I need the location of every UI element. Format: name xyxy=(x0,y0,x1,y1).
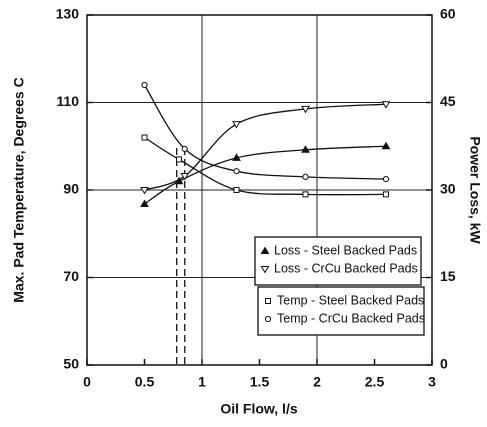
legend-marker xyxy=(260,266,270,274)
marker xyxy=(382,175,390,183)
marker xyxy=(383,191,389,198)
legend-marker xyxy=(265,298,271,304)
x-tick-label: 3 xyxy=(428,374,436,390)
y2-tick-label: 30 xyxy=(440,181,456,197)
y-tick-label: 50 xyxy=(63,356,79,372)
x-tick-label: 0.5 xyxy=(135,374,155,390)
marker xyxy=(181,145,188,152)
x-axis-label: Oil Flow, l/s xyxy=(220,401,297,417)
x-tick-label: 1 xyxy=(198,374,206,390)
y2-axis-label: Power Loss, kW xyxy=(467,136,483,244)
x-tick-label: 2 xyxy=(313,374,321,390)
marker xyxy=(302,173,309,180)
y-tick-label: 110 xyxy=(56,93,79,109)
legend-box xyxy=(257,286,425,336)
y2-tick-label: 0 xyxy=(440,356,448,372)
marker xyxy=(381,141,391,150)
legend: Temp - Steel Backed Pads Temp - CrCu Back… xyxy=(257,286,425,336)
marker xyxy=(381,101,391,109)
series-line xyxy=(144,136,387,196)
marker xyxy=(140,187,149,195)
marker xyxy=(176,156,182,163)
legend-marker xyxy=(264,315,272,323)
x-tick-label: 0 xyxy=(83,374,91,390)
legend-label: Loss - Steel Backed Pads xyxy=(274,243,417,257)
plot-frame xyxy=(86,14,433,366)
legend-label: Loss - CrCu Backed Pads xyxy=(274,261,418,275)
marker xyxy=(140,199,149,207)
legend: Loss - Steel Backed Pads Loss - CrCu Back… xyxy=(254,236,422,286)
y2-tick-label: 15 xyxy=(440,268,456,284)
marker xyxy=(301,145,310,153)
marker xyxy=(233,168,240,175)
marker xyxy=(141,81,148,89)
marker xyxy=(180,173,190,181)
x-tick-label: 2.5 xyxy=(365,374,385,390)
series-line xyxy=(143,84,387,180)
legend-marker xyxy=(260,246,270,254)
y-tick-label: 90 xyxy=(63,181,79,197)
legend-label: Temp - Steel Backed Pads xyxy=(277,293,424,307)
y-tick-label: 130 xyxy=(56,6,80,22)
marker xyxy=(301,105,310,114)
y2-tick-label: 45 xyxy=(440,93,456,109)
marker xyxy=(232,121,241,129)
marker xyxy=(233,187,240,193)
y-tick-label: 70 xyxy=(63,268,79,284)
x-tick-label: 1.5 xyxy=(250,374,270,390)
legend-label: Temp - CrCu Backed Pads xyxy=(277,311,425,325)
marker xyxy=(232,153,241,161)
marker xyxy=(302,191,309,198)
legend-box xyxy=(254,236,422,286)
y2-tick-label: 60 xyxy=(440,6,456,22)
y-axis-label: Max. Pad Temperature, Degrees C xyxy=(11,77,27,302)
marker xyxy=(141,134,148,141)
